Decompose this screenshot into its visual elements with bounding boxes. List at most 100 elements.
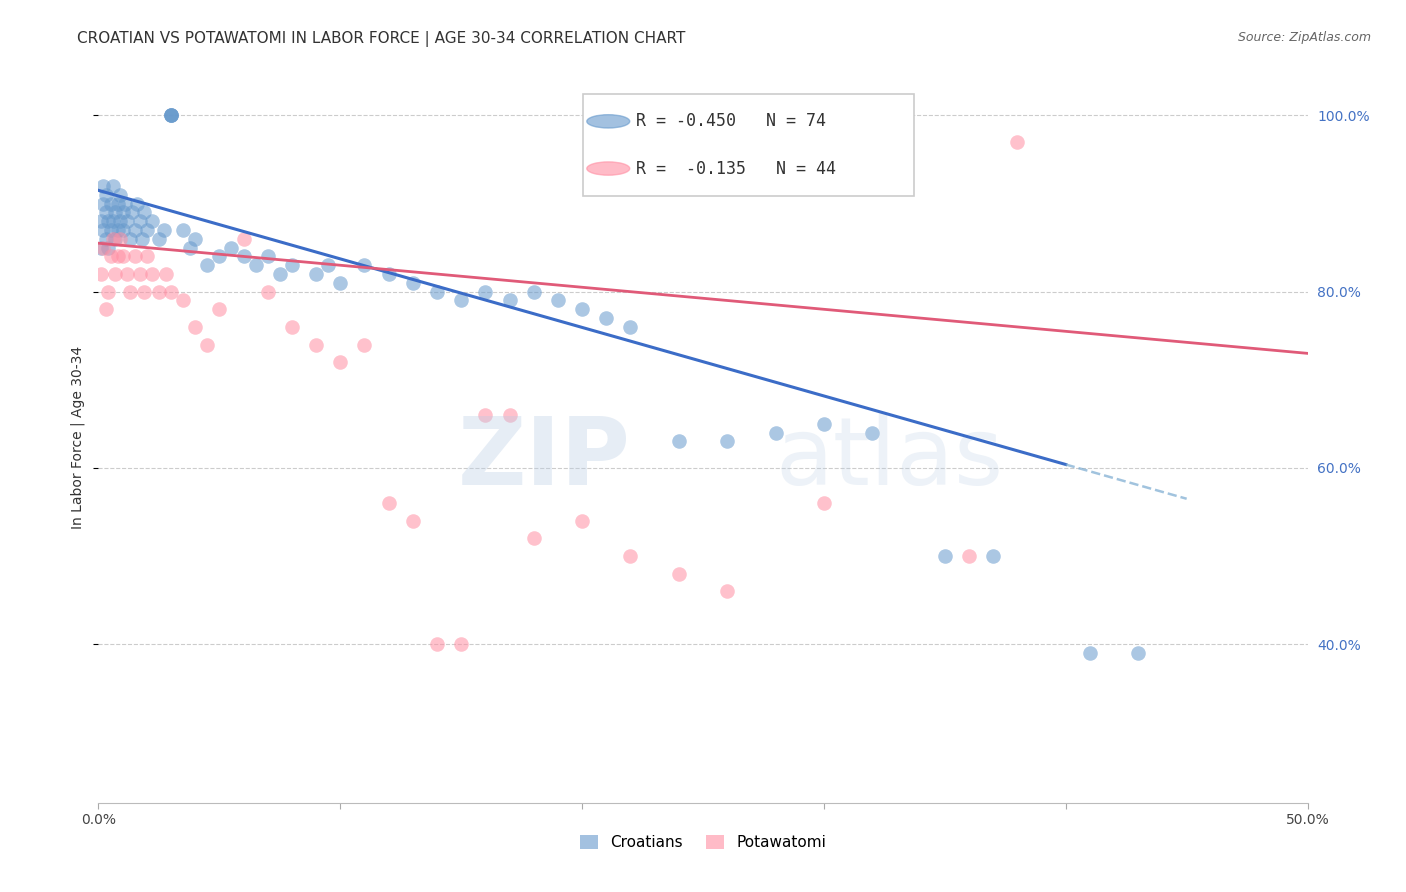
- Point: [316, 258, 339, 272]
- Point: [94, 232, 117, 246]
- Point: [114, 196, 136, 211]
- Point: [329, 355, 352, 369]
- Point: [208, 302, 231, 317]
- Point: [232, 232, 254, 246]
- Point: [108, 187, 131, 202]
- Text: Source: ZipAtlas.com: Source: ZipAtlas.com: [1237, 31, 1371, 45]
- Point: [981, 549, 1004, 563]
- Point: [97, 214, 120, 228]
- Point: [957, 549, 980, 563]
- Point: [450, 293, 472, 308]
- Point: [128, 267, 150, 281]
- Point: [716, 434, 738, 449]
- Point: [94, 205, 117, 219]
- Point: [619, 549, 641, 563]
- Point: [111, 205, 134, 219]
- Point: [97, 285, 120, 299]
- Point: [245, 258, 267, 272]
- Point: [305, 267, 328, 281]
- Text: R =  -0.135   N = 44: R = -0.135 N = 44: [637, 160, 837, 178]
- Point: [813, 417, 835, 431]
- Point: [127, 196, 149, 211]
- Point: [813, 496, 835, 510]
- Point: [281, 258, 304, 272]
- Point: [716, 584, 738, 599]
- Point: [124, 223, 146, 237]
- Legend: Croatians, Potawatomi: Croatians, Potawatomi: [579, 835, 827, 850]
- Point: [256, 285, 278, 299]
- Point: [141, 267, 163, 281]
- Point: [377, 267, 399, 281]
- Point: [281, 320, 304, 334]
- Point: [108, 214, 131, 228]
- Point: [305, 337, 328, 351]
- Point: [141, 214, 163, 228]
- Point: [94, 187, 117, 202]
- Point: [91, 223, 114, 237]
- Point: [134, 285, 156, 299]
- Point: [148, 232, 170, 246]
- Point: [232, 249, 254, 263]
- Point: [101, 232, 124, 246]
- Point: [668, 434, 690, 449]
- Point: [108, 232, 131, 246]
- Point: [124, 249, 146, 263]
- Point: [117, 267, 139, 281]
- Point: [160, 108, 183, 122]
- Point: [135, 223, 157, 237]
- Point: [765, 425, 787, 440]
- Point: [90, 267, 112, 281]
- Point: [474, 285, 496, 299]
- Point: [100, 196, 122, 211]
- Point: [121, 205, 143, 219]
- Point: [160, 108, 183, 122]
- Point: [134, 205, 156, 219]
- Point: [329, 276, 352, 290]
- Point: [256, 249, 278, 263]
- Point: [118, 232, 141, 246]
- Point: [111, 249, 134, 263]
- Point: [160, 285, 183, 299]
- Point: [91, 241, 114, 255]
- Point: [148, 285, 170, 299]
- Point: [100, 249, 122, 263]
- Text: ZIP: ZIP: [457, 413, 630, 505]
- Point: [100, 223, 122, 237]
- Point: [107, 223, 129, 237]
- Point: [117, 214, 139, 228]
- Point: [353, 258, 375, 272]
- Point: [184, 232, 207, 246]
- Text: CROATIAN VS POTAWATOMI IN LABOR FORCE | AGE 30-34 CORRELATION CHART: CROATIAN VS POTAWATOMI IN LABOR FORCE | …: [77, 31, 686, 47]
- Point: [1078, 646, 1101, 660]
- Point: [450, 637, 472, 651]
- Point: [172, 293, 194, 308]
- Point: [184, 320, 207, 334]
- Point: [1007, 135, 1029, 149]
- Circle shape: [586, 115, 630, 128]
- Point: [523, 285, 546, 299]
- Point: [111, 223, 134, 237]
- Point: [1128, 646, 1150, 660]
- Point: [619, 320, 641, 334]
- Point: [402, 276, 425, 290]
- Y-axis label: In Labor Force | Age 30-34: In Labor Force | Age 30-34: [70, 345, 86, 529]
- Point: [107, 249, 129, 263]
- Point: [131, 232, 153, 246]
- Point: [571, 302, 593, 317]
- Point: [208, 249, 231, 263]
- Text: atlas: atlas: [776, 413, 1004, 505]
- Point: [118, 285, 141, 299]
- Point: [90, 241, 112, 255]
- Point: [595, 311, 617, 326]
- Point: [221, 241, 243, 255]
- Point: [94, 302, 117, 317]
- Point: [155, 267, 177, 281]
- Point: [90, 214, 112, 228]
- Point: [498, 293, 520, 308]
- Point: [104, 205, 127, 219]
- Point: [377, 496, 399, 510]
- Point: [104, 232, 127, 246]
- Point: [160, 108, 183, 122]
- Point: [269, 267, 291, 281]
- Point: [91, 178, 114, 193]
